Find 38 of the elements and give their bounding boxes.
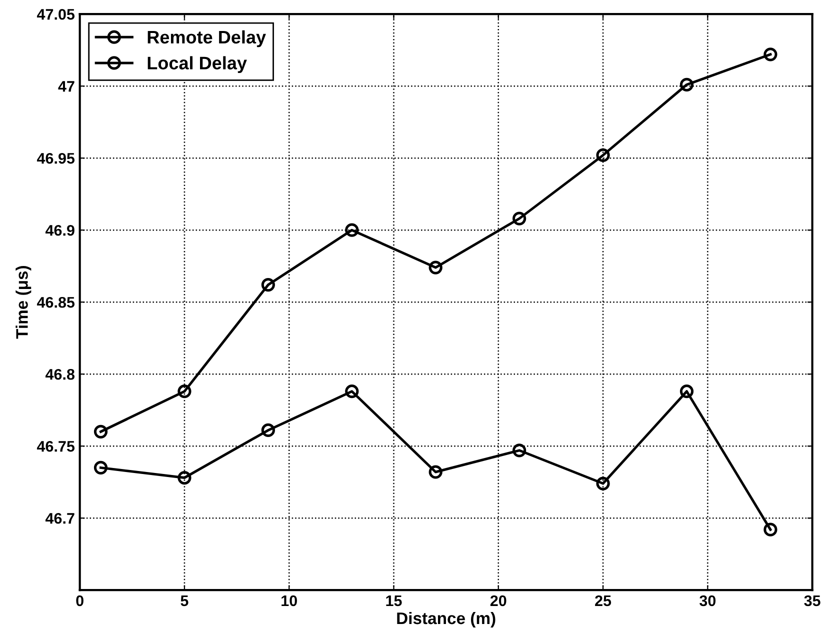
point [764, 48, 778, 62]
x-tick-label: 20 [490, 595, 506, 606]
point [261, 423, 275, 438]
x-tick-label: 15 [386, 596, 402, 606]
x-tick-label: 5 [180, 596, 188, 606]
y-tick-label: 46.7 [45, 512, 74, 524]
y-tick-label: 47.05 [36, 8, 75, 20]
x-tick-label: 35 [804, 595, 820, 606]
x-tick-label: 0 [76, 595, 84, 606]
legend-label: Remote Delay [148, 30, 266, 48]
x-axis-title: Distance (m) [397, 612, 496, 628]
point [680, 78, 694, 92]
point [512, 444, 526, 458]
point [345, 223, 359, 237]
y-tick-label: 46.9 [45, 224, 74, 236]
point [261, 278, 275, 292]
x-tick-label: 10 [282, 595, 297, 606]
point [178, 384, 192, 398]
point [596, 148, 610, 162]
point [94, 460, 108, 474]
point [178, 470, 192, 485]
point [345, 384, 359, 398]
point [428, 465, 442, 479]
y-tick-label: 46.8 [45, 368, 75, 380]
y-axis-title: Time (μs) [16, 266, 32, 339]
point [428, 260, 442, 274]
x-tick-label: 25 [595, 595, 612, 606]
point [94, 424, 108, 438]
y-tick-label: 46.75 [36, 440, 75, 452]
y-tick-label: 46.95 [36, 152, 75, 164]
point [512, 212, 526, 226]
x-tick-label: 30 [700, 595, 716, 606]
point [764, 522, 778, 536]
y-tick-label: 46.85 [36, 296, 75, 308]
point [680, 384, 694, 398]
legend-label: Local Delay [148, 56, 247, 74]
y-tick-label: 47 [58, 81, 74, 92]
point [596, 476, 610, 490]
